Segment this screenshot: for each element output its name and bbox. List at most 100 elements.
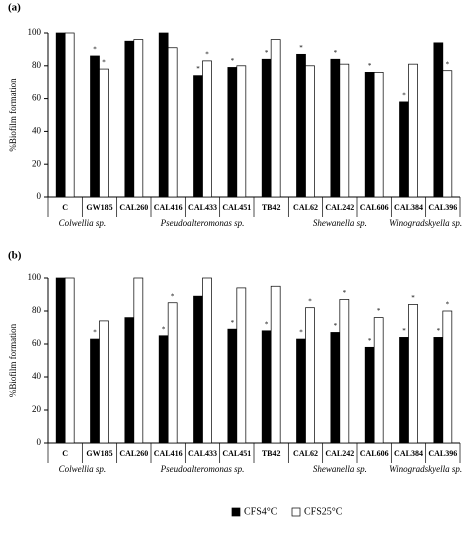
bar: [90, 55, 100, 198]
group-label: Shewanella sp.: [313, 218, 367, 228]
legend-swatch: [231, 507, 241, 517]
bar: [270, 39, 281, 198]
significance-mark: *: [334, 322, 338, 330]
y-tick-label: 20: [32, 404, 42, 414]
bar: [236, 65, 247, 198]
bar: [124, 40, 135, 198]
significance-mark: *: [368, 337, 372, 345]
y-tick-label: 0: [37, 437, 42, 447]
significance-mark: *: [446, 60, 450, 68]
x-tick-label: TB42: [262, 449, 281, 458]
x-tick-label: TB42: [262, 203, 281, 212]
significance-mark: *: [377, 307, 381, 315]
bar: [339, 299, 350, 444]
x-tick-label: CAL451: [222, 449, 251, 458]
x-tick-label: CAL242: [325, 449, 354, 458]
significance-mark: *: [402, 327, 406, 335]
bar: [442, 310, 453, 444]
y-tick-label: 40: [32, 371, 42, 381]
x-tick-label: C: [62, 449, 68, 458]
x-tick-label: GW185: [86, 449, 112, 458]
y-tick-label: 60: [32, 93, 42, 103]
x-tick-label: CAL433: [188, 203, 217, 212]
bar: [227, 67, 238, 198]
bar: [193, 295, 203, 444]
significance-mark: *: [93, 46, 97, 54]
significance-mark: *: [93, 329, 97, 337]
bar: [261, 58, 272, 198]
bar: [55, 32, 66, 198]
panel-label: (a): [8, 2, 21, 14]
bar: [193, 75, 203, 198]
bar: [399, 101, 409, 198]
bar: [339, 63, 350, 198]
bar: [399, 337, 409, 444]
bar: [202, 60, 212, 198]
bar: [227, 328, 238, 444]
x-tick-label: CAL606: [360, 203, 389, 212]
bar: [305, 307, 315, 444]
significance-mark: *: [265, 320, 269, 328]
bar: [64, 277, 75, 444]
bar: [99, 320, 109, 444]
bar: [433, 42, 444, 198]
group-label: Pseudoalteromonas sp.: [160, 218, 245, 228]
y-tick-label: 80: [32, 60, 42, 70]
significance-mark: *: [299, 329, 303, 337]
bar: [55, 277, 66, 444]
bar: [408, 304, 418, 444]
significance-mark: *: [343, 289, 347, 297]
significance-mark: *: [437, 327, 441, 335]
bar: [330, 58, 341, 198]
bar: [364, 346, 375, 444]
y-tick-label: 100: [28, 272, 42, 282]
bar: [442, 70, 453, 198]
bar: [261, 330, 272, 444]
bar: [133, 39, 144, 198]
panel-label: (b): [8, 250, 22, 262]
significance-mark: *: [334, 49, 338, 57]
bar: [158, 32, 169, 198]
bar: [202, 277, 212, 444]
y-tick-label: 40: [32, 125, 42, 135]
bar: [270, 285, 281, 444]
y-tick-label: 0: [37, 191, 42, 201]
y-tick-label: 80: [32, 305, 42, 315]
x-tick-label: CAL416: [154, 203, 183, 212]
bar: [167, 47, 178, 198]
x-tick-label: CAL451: [222, 203, 251, 212]
bar: [296, 53, 306, 198]
bar: [236, 287, 247, 444]
x-tick-label: CAL396: [428, 449, 457, 458]
group-label: Winogradskyella sp.: [389, 464, 462, 474]
bar: [124, 317, 135, 444]
bar: [158, 335, 169, 444]
bar: [90, 338, 100, 444]
bar: [99, 68, 109, 198]
legend-label: CFS4°C: [244, 506, 278, 517]
significance-mark: *: [231, 57, 235, 65]
bar: [364, 72, 375, 198]
significance-mark: *: [205, 50, 209, 58]
significance-mark: *: [162, 325, 166, 333]
x-tick-label: CAL242: [325, 203, 354, 212]
significance-mark: *: [102, 59, 106, 67]
bar: [330, 332, 341, 444]
y-axis-label: %Biofilm formation: [8, 323, 18, 397]
x-tick-label: CAL62: [293, 449, 318, 458]
significance-mark: *: [171, 292, 175, 300]
significance-mark: *: [265, 49, 269, 57]
bar: [408, 63, 418, 198]
x-tick-label: GW185: [86, 203, 112, 212]
significance-mark: *: [299, 44, 303, 52]
bar: [433, 337, 444, 444]
x-tick-label: CAL433: [188, 449, 217, 458]
significance-mark: *: [368, 62, 372, 70]
x-tick-label: C: [62, 203, 68, 212]
group-label: Pseudoalteromonas sp.: [160, 464, 245, 474]
legend-swatch: [291, 507, 301, 517]
x-tick-label: CAL260: [119, 203, 148, 212]
bar: [373, 72, 384, 198]
y-tick-label: 60: [32, 338, 42, 348]
